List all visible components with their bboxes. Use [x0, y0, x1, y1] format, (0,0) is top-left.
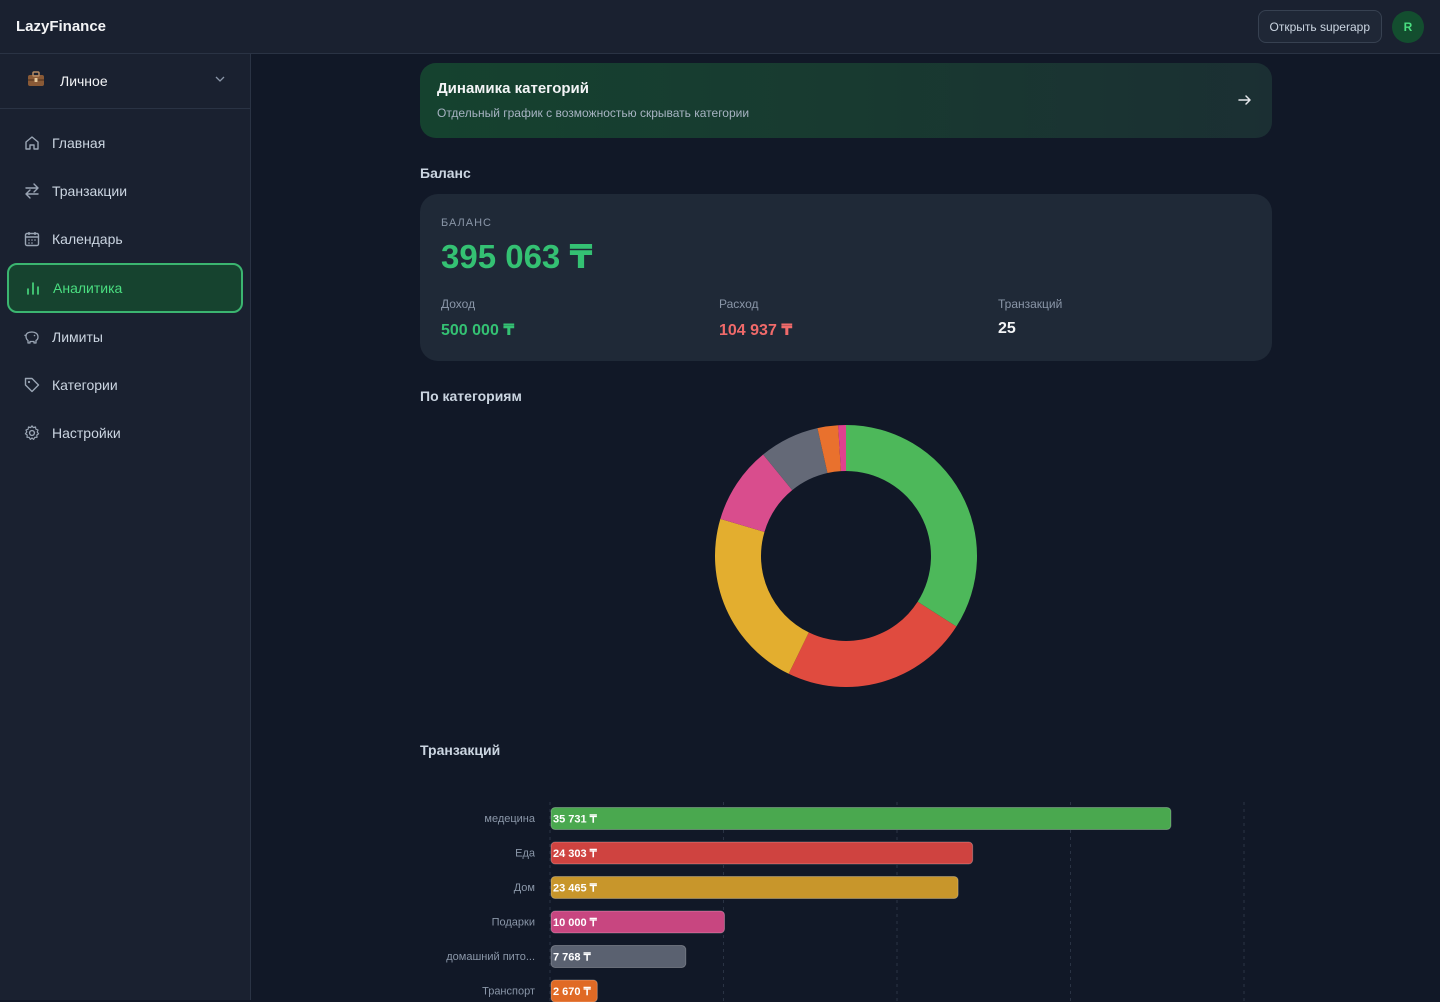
balance-value: 395 063 ₸ [441, 238, 593, 275]
open-superapp-button[interactable]: Открыть superapp [1257, 10, 1382, 43]
balance-card: БАЛАНС 395 063 ₸ Доход 500 000 ₸ Расход … [420, 194, 1272, 361]
donut-slice-other[interactable] [838, 425, 846, 472]
calendar-icon [24, 232, 40, 247]
expense-stat: Расход 104 937 ₸ [719, 297, 792, 340]
transactions-label: Транзакций [998, 297, 1063, 311]
gear-icon [24, 425, 40, 440]
bar[interactable] [550, 979, 598, 1002]
sidebar-nav: Главная Транзакции Календарь Аналитика Л… [0, 109, 250, 457]
bar-value-label: 24 303 ₸ [553, 848, 598, 860]
piggy-bank-icon [24, 331, 39, 344]
sidebar-item-limits[interactable]: Лимиты [8, 313, 242, 361]
avatar[interactable]: R [1392, 10, 1424, 43]
category-donut-chart [715, 425, 977, 687]
transfer-icon [25, 183, 39, 199]
bar[interactable] [550, 945, 687, 968]
app-brand[interactable]: LazyFinance [16, 18, 107, 35]
sidebar-item-label: Категории [52, 377, 118, 393]
category-tick-label: Подарки [492, 917, 535, 929]
tag-icon [24, 377, 40, 393]
sidebar-item-settings[interactable]: Настройки [8, 409, 242, 457]
transactions-bar-chart: медецина 35 731 ₸ Еда 24 303 ₸ Дом 23 465 ₸ По… [446, 802, 1245, 1002]
bar-value-label: 35 731 ₸ [553, 814, 598, 826]
donut-slice-подарки[interactable] [720, 454, 793, 532]
home-icon [25, 136, 39, 150]
balance-caption: БАЛАНС [441, 217, 492, 229]
sidebar-item-analytics[interactable]: Аналитика [7, 263, 243, 313]
sidebar-item-label: Транзакции [52, 183, 128, 199]
category-dynamics-card[interactable]: Динамика категорий Отдельный график с во… [420, 63, 1272, 138]
category-tick-label: Дом [514, 882, 535, 894]
sidebar: Личное Главная Транзакции Календарь Анал… [0, 54, 251, 1000]
sidebar-item-label: Лимиты [52, 329, 103, 345]
sidebar-item-calendar[interactable]: Календарь [8, 215, 242, 263]
sidebar-item-label: Настройки [52, 425, 121, 441]
income-label: Доход [441, 297, 476, 311]
bar[interactable] [550, 910, 725, 934]
bar[interactable] [550, 841, 974, 865]
donut-slice-еда[interactable] [788, 601, 957, 687]
donut-slice-дом[interactable] [715, 518, 809, 674]
income-value: 500 000 ₸ [441, 322, 515, 339]
transactions-section-title: Транзакций [420, 742, 501, 758]
expense-label: Расход [719, 297, 759, 311]
category-tick-label: Еда [515, 848, 536, 860]
sidebar-item-label: Главная [52, 135, 106, 151]
bar-value-label: 2 670 ₸ [553, 986, 592, 998]
sidebar-item-home[interactable]: Главная [8, 119, 242, 167]
sidebar-item-categories[interactable]: Категории [8, 361, 242, 409]
donut-slice-транспорт[interactable] [817, 425, 841, 474]
expense-value: 104 937 ₸ [719, 322, 793, 339]
promo-subtitle: Отдельный график с возможностью скрывать… [437, 106, 750, 120]
category-tick-label: домашний пито... [446, 951, 535, 963]
top-bar: LazyFinance Открыть superapp R [0, 0, 1440, 54]
bar-value-label: 10 000 ₸ [553, 917, 598, 929]
sidebar-item-label: Аналитика [53, 280, 123, 296]
transactions-value: 25 [998, 320, 1016, 337]
bar-value-label: 7 768 ₸ [553, 952, 592, 964]
account-switcher[interactable]: Личное [0, 54, 250, 109]
donut-slice-домашний-пито-[interactable] [763, 428, 828, 491]
bar-value-label: 23 465 ₸ [553, 883, 598, 895]
transactions-stat: Транзакций 25 [998, 297, 1062, 338]
chevron-down-icon[interactable] [214, 72, 226, 90]
sidebar-item-label: Календарь [52, 231, 123, 247]
category-tick-label: медецина [484, 813, 535, 825]
bar[interactable] [550, 876, 959, 899]
bar[interactable] [550, 807, 1172, 830]
balance-section-title: Баланс [420, 165, 471, 181]
briefcase-icon [27, 70, 45, 92]
donut-slice-медецина[interactable] [846, 425, 977, 627]
promo-title: Динамика категорий [437, 80, 589, 97]
account-label: Личное [60, 73, 108, 89]
sidebar-item-transactions[interactable]: Транзакции [8, 167, 242, 215]
income-stat: Доход 500 000 ₸ [441, 297, 514, 340]
bar-chart-icon [27, 282, 39, 295]
category-tick-label: Транспорт [482, 986, 535, 998]
arrow-right-icon[interactable] [1236, 91, 1254, 114]
categories-section-title: По категориям [420, 388, 522, 404]
